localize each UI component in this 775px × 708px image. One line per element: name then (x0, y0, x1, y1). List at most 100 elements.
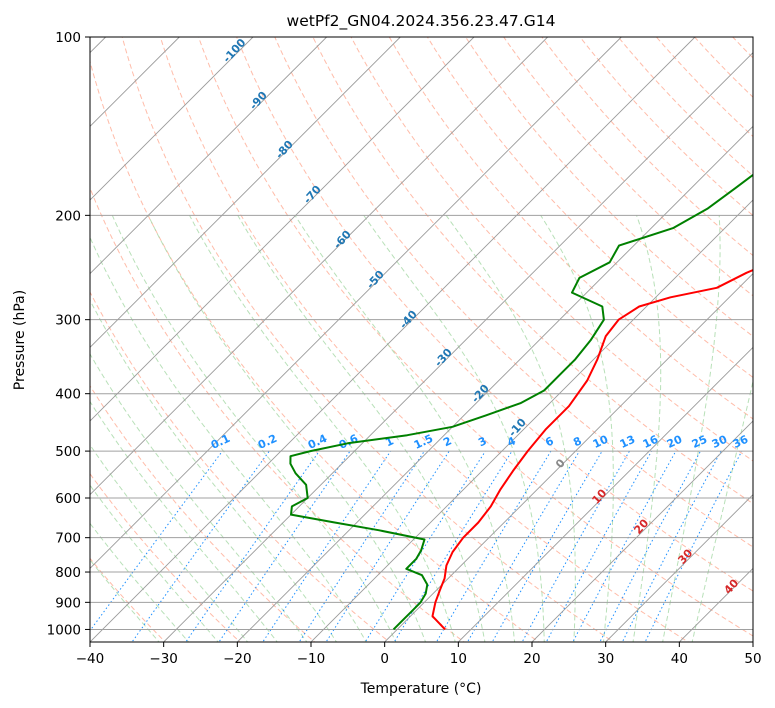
y-tick-label: 500 (55, 444, 81, 460)
mixing-ratio-label: 30 (710, 433, 730, 451)
mixing-ratio-label: 8 (571, 434, 583, 449)
isotherm-line (458, 346, 753, 642)
dry-adiabat-label: -20 (469, 382, 492, 406)
isotherm-line (90, 37, 696, 642)
dry-adiabat-label: -50 (364, 268, 387, 292)
mixing-ratio-line (599, 450, 701, 642)
axes: −40 −30 −20 −10 0 10 20 30 40 5010020030040050060… (47, 30, 762, 667)
mixing-ratio-line (644, 450, 743, 642)
moist-adiabat-label: 40 (721, 576, 741, 596)
dry-adiabat (350, 37, 753, 462)
isotherm-line (90, 37, 548, 496)
mixing-ratio-label: 16 (641, 433, 661, 451)
dewpoint-line (289, 173, 753, 631)
mixing-ratio-line (621, 450, 722, 642)
mixing-ratio-line (466, 450, 580, 642)
mixing-ratio-label: 6 (543, 434, 556, 449)
plot-frame (89, 36, 754, 643)
mixing-ratio-label: 13 (618, 433, 637, 451)
plot-background-lines (90, 24, 775, 645)
mixing-ratio-line (393, 450, 513, 642)
dry-adiabat (758, 24, 775, 645)
dry-adiabat (465, 37, 753, 338)
dry-adiabat (655, 37, 753, 138)
y-tick-label: 600 (55, 491, 81, 507)
moist-adiabat (294, 215, 516, 642)
dry-adiabat-label: -60 (331, 228, 354, 252)
isotherm-line (90, 37, 475, 422)
moist-adiabat (540, 215, 614, 642)
y-tick-label: 200 (55, 208, 81, 224)
y-tick-label: 1000 (47, 622, 81, 638)
y-tick-label: 400 (55, 387, 81, 403)
moist-adiabat (237, 215, 486, 642)
dry-adiabat-label: -40 (397, 308, 420, 332)
dry-adiabat (236, 37, 753, 592)
mixing-ratio-label: 10 (591, 433, 611, 451)
isotherm-line (90, 37, 254, 201)
mixing-ratio-line (572, 450, 677, 642)
moist-adiabat (147, 215, 427, 642)
x-tick-label: −20 (223, 651, 252, 667)
moist-adiabat (90, 559, 160, 642)
dry-adiabat (197, 37, 753, 637)
mixing-ratio-line (185, 450, 320, 642)
sounding-lines (289, 173, 753, 631)
moist-adiabat (90, 522, 190, 642)
isotherm-line (752, 641, 753, 642)
moist-adiabat (691, 379, 753, 642)
x-tick-label: 50 (744, 651, 761, 667)
mixing-ratio-line (435, 450, 552, 642)
mixing-ratio-line (325, 450, 450, 642)
dry-adiabat (159, 37, 690, 642)
dry-adiabat (732, 37, 753, 59)
moist-adiabat (90, 484, 219, 642)
mixing-ratio-line (218, 450, 351, 642)
dry-adiabat-label: -80 (273, 138, 296, 162)
mixing-ratio-label: 0.2 (256, 432, 279, 452)
dry-adiabat-label: -90 (247, 89, 270, 113)
isotherm-line (90, 37, 401, 348)
mixing-ratio-label: 36 (731, 433, 751, 451)
isotherm-line (679, 567, 753, 642)
moist-adiabat (363, 215, 545, 642)
y-tick-label: 900 (55, 595, 81, 611)
mixing-ratio-line (364, 450, 486, 642)
y-tick-label: 100 (55, 30, 81, 46)
isotherm-line (531, 420, 753, 642)
x-tick-label: 40 (671, 651, 688, 667)
dry-adiabat (121, 37, 615, 642)
moist-adiabat (90, 236, 367, 642)
isotherm-line (90, 37, 622, 569)
x-tick-label: −10 (297, 651, 326, 667)
reference-line-labels: -100-90-80-70-60-50-40-30-20-10010203040… (209, 36, 751, 597)
moist-adiabat-label: 30 (675, 546, 695, 566)
dry-adiabat (579, 37, 753, 217)
dry-adiabat (503, 37, 753, 297)
moist-adiabat-label: 20 (631, 516, 651, 536)
dry-adiabat (312, 37, 753, 505)
dry-adiabat (90, 384, 316, 642)
isotherm-line (163, 52, 753, 642)
y-axis-label: Pressure (hPa) (12, 290, 28, 390)
x-tick-label: −40 (76, 651, 105, 667)
isotherm-line (310, 199, 753, 642)
isotherm-line (90, 37, 327, 275)
isotherm-line (237, 125, 753, 642)
dry-adiabat (274, 37, 753, 548)
dry-adiabat (90, 472, 241, 642)
dry-adiabat (426, 37, 753, 379)
y-tick-label: 800 (55, 565, 81, 581)
dry-adiabat (541, 37, 753, 257)
mixing-ratio-line (131, 450, 270, 642)
dry-adiabat (90, 59, 540, 642)
dry-adiabat-label: -100 (220, 36, 248, 65)
dry-adiabat (90, 291, 391, 642)
mixing-ratio-label: 20 (665, 433, 685, 451)
dry-adiabat-label: -30 (432, 346, 455, 370)
dry-adiabat (388, 37, 753, 420)
mixing-ratio-line (262, 450, 392, 642)
mixing-ratio-label: 25 (690, 433, 709, 451)
isotherm-line (605, 494, 753, 642)
